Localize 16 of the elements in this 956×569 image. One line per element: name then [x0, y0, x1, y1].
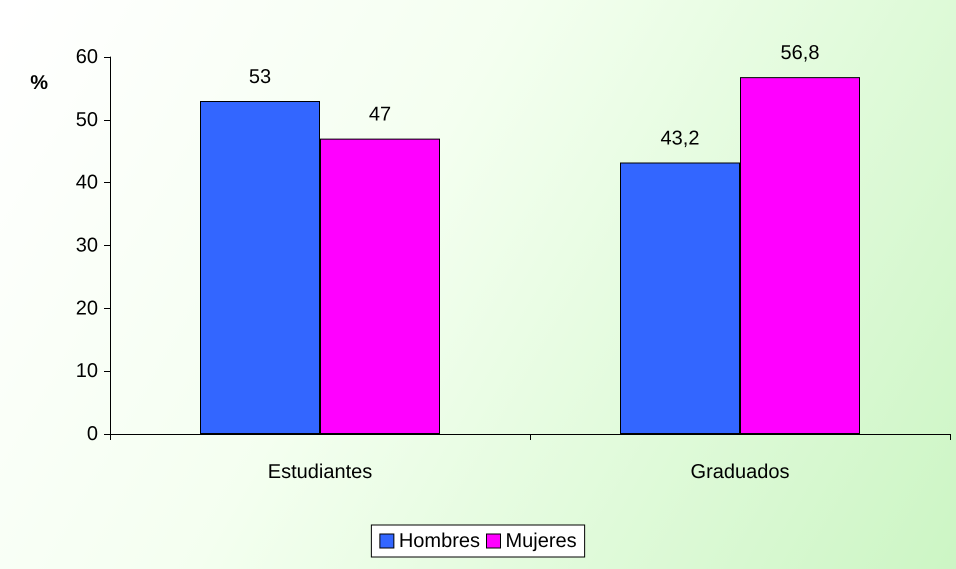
x-tick-label: Graduados: [690, 461, 790, 483]
y-tick-label: 50: [76, 108, 98, 131]
y-tick-label: 60: [76, 46, 98, 68]
y-axis-title: %: [30, 72, 48, 94]
legend-label: Mujeres: [506, 530, 577, 552]
y-tick-label: 10: [76, 360, 98, 382]
y-tick-label: 0: [86, 423, 98, 445]
y-tick-label: 20: [76, 297, 98, 320]
legend-label: Hombres: [398, 530, 480, 552]
data-label: 47: [368, 104, 392, 126]
y-tick-label: 40: [76, 172, 98, 194]
y-tick-label: 30: [76, 234, 98, 256]
x-tick-label: Estudiantes: [268, 461, 372, 483]
data-label: 53: [248, 66, 272, 88]
data-label: 56,8: [780, 42, 820, 64]
data-label: 43,2: [660, 128, 700, 150]
